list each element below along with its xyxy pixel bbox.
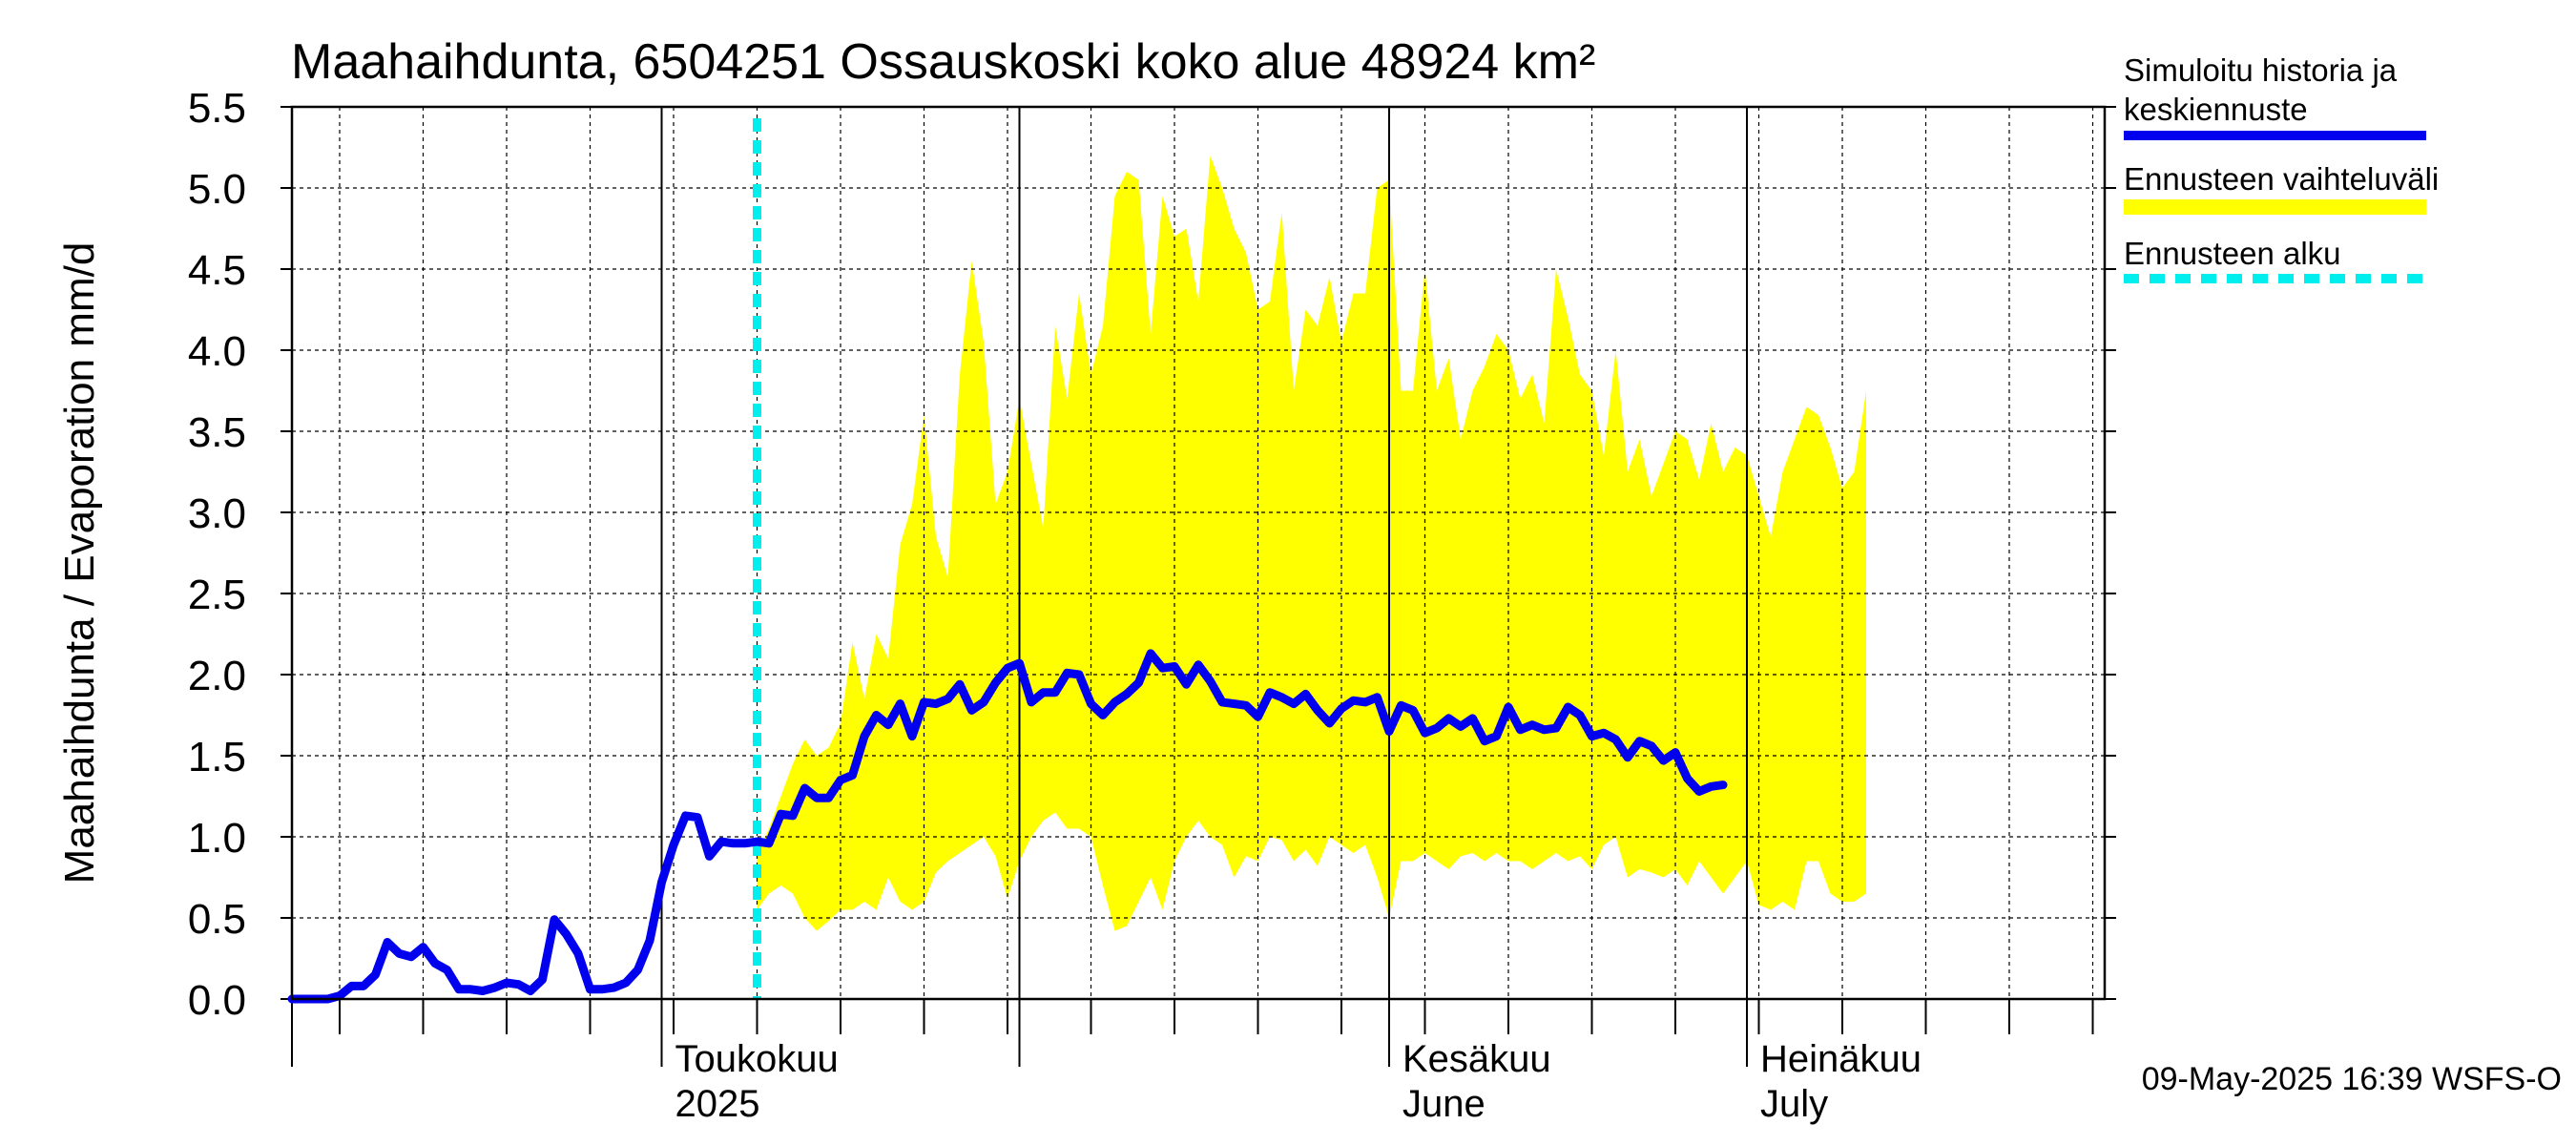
legend-label-mean-line1: Simuloitu historia ja [2124,52,2398,88]
y-tick-label: 1.0 [188,815,246,862]
y-tick-label: 4.5 [188,247,246,294]
footer-timestamp: 09-May-2025 16:39 WSFS-O [2142,1061,2562,1097]
y-tick-label: 0.5 [188,896,246,943]
x-month-sublabel: July [1760,1083,1828,1125]
x-month-label: Heinäkuu [1760,1038,1922,1080]
y-tick-label: 2.5 [188,572,246,618]
y-tick-label: 5.5 [188,85,246,132]
y-tick-label: 1.5 [188,734,246,781]
x-month-label: Toukokuu [675,1038,839,1080]
mean-series-line [287,649,1728,1004]
legend-label-forecast-start: Ennusteen alku [2124,236,2341,271]
chart-title: Maahaihdunta, 6504251 Ossauskoski koko a… [291,34,1595,90]
y-tick-label: 2.0 [188,653,246,699]
plot-area: 0.0 0.5 1.0 1.5 2.0 2.5 3.0 3.5 4.0 4.5 5.0 5.5 Touk… [188,85,2116,1125]
x-month-sublabel: June [1402,1083,1485,1125]
legend-label-range: Ennusteen vaihteluväli [2124,161,2439,197]
y-tick-label: 4.0 [188,328,246,375]
y-tick-label: 3.0 [188,490,246,537]
y-tick-label: 3.5 [188,409,246,456]
legend: Simuloitu historia ja keskiennuste Ennus… [2124,52,2439,283]
x-month-sublabel: 2025 [675,1083,760,1125]
legend-label-mean-line2: keskiennuste [2124,92,2308,127]
plot-frame [290,105,2107,1001]
x-month-label: Kesäkuu [1402,1038,1551,1080]
y-tick-label: 0.0 [188,977,246,1024]
y-tick-label: 5.0 [188,166,246,213]
y-axis-label: Maahaihdunta / Evaporation mm/d [56,242,103,885]
